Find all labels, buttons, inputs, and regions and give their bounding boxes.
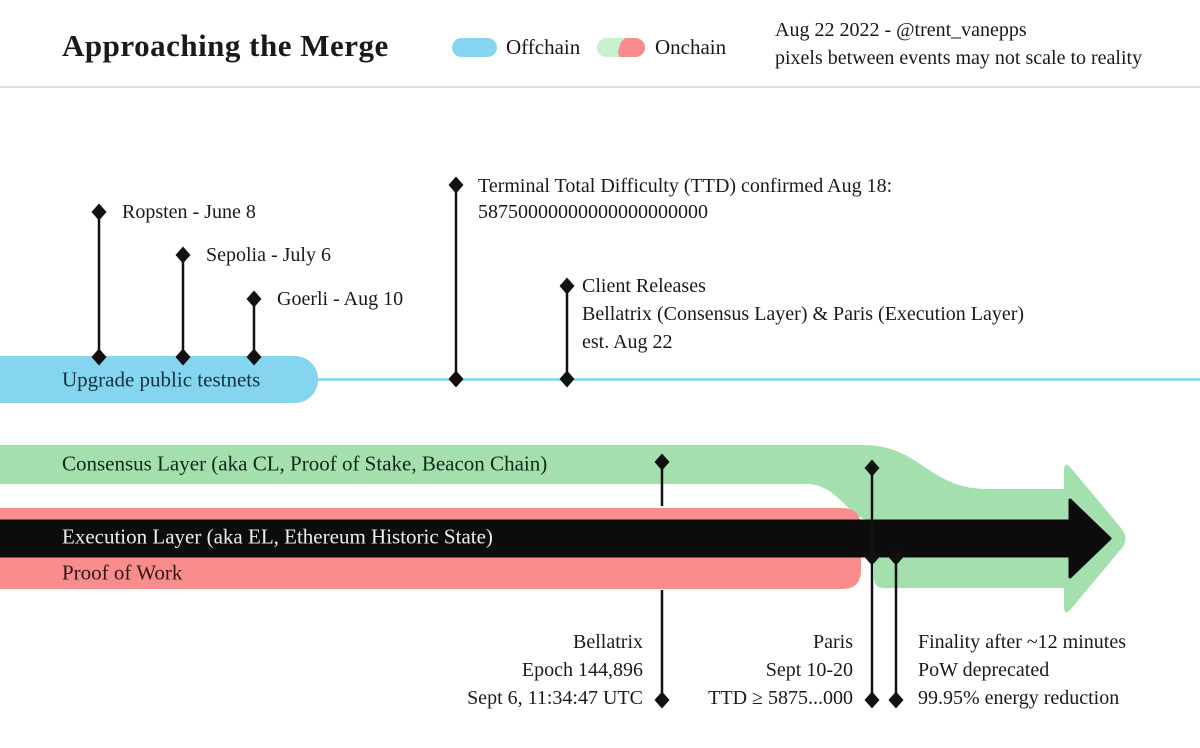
goerli-diamond-top — [246, 290, 262, 308]
milestone-diamonds — [91, 176, 904, 709]
execution-arrow — [0, 498, 1112, 579]
bellatrix-line-2: Epoch 144,896 — [521, 659, 643, 681]
header-divider — [0, 86, 1200, 88]
merge-results-line-2: PoW deprecated — [918, 659, 1050, 681]
client-releases-line-3: est. Aug 22 — [582, 331, 673, 353]
paris-diamond-top — [864, 459, 880, 477]
paris-line-2: Sept 10-20 — [765, 659, 853, 681]
consensus-ribbon — [0, 445, 1126, 613]
paris-line-3: TTD ≥ 5875...000 — [708, 687, 853, 709]
ropsten-diamond-bottom — [91, 348, 107, 366]
ttd-annotation-line-1: Terminal Total Difficulty (TTD) confirme… — [478, 175, 893, 197]
credit-line-2: pixels between events may not scale to r… — [775, 47, 1143, 69]
credit-note: Aug 22 2022 - @trent_vanepps pixels betw… — [775, 16, 1142, 72]
sepolia-diamond-top — [175, 246, 191, 264]
client-diamond-top — [559, 277, 575, 295]
paris-diamond-mid — [864, 548, 880, 566]
paris-line-1: Paris — [813, 631, 853, 653]
ropsten-annotation: Ropsten - June 8 — [122, 201, 256, 223]
ttd-diamond-top — [448, 176, 464, 194]
onchain-legend-swatch — [597, 38, 645, 57]
ropsten-diamond-top — [91, 203, 107, 221]
bellatrix-diamond-bottom — [654, 691, 670, 709]
goerli-diamond-bottom — [246, 348, 262, 366]
bellatrix-line-3: Sept 6, 11:34:47 UTC — [467, 687, 643, 709]
offchain-bar — [0, 356, 318, 403]
credit-line-1: Aug 22 2022 - @trent_vanepps — [775, 19, 1027, 41]
offchain-legend-label: Offchain — [506, 35, 581, 59]
finality-diamond-bottom — [888, 691, 904, 709]
client-releases-line-1: Client Releases — [582, 275, 706, 297]
merge-results-line-3: 99.95% energy reduction — [918, 687, 1120, 709]
paris-annotation: Paris Sept 10-20 TTD ≥ 5875...000 — [708, 628, 853, 712]
paris-diamond-bottom — [864, 691, 880, 709]
sepolia-annotation: Sepolia - July 6 — [206, 244, 331, 266]
bellatrix-annotation: Bellatrix Epoch 144,896 Sept 6, 11:34:47… — [467, 628, 643, 712]
pow-bar-label: Proof of Work — [62, 560, 183, 585]
bellatrix-diamond-top — [654, 453, 670, 471]
sepolia-diamond-bottom — [175, 348, 191, 366]
finality-diamond-top — [888, 548, 904, 566]
merge-results-annotation: Finality after ~12 minutes PoW deprecate… — [918, 628, 1126, 712]
execution-bar-label: Execution Layer (aka EL, Ethereum Histor… — [62, 524, 493, 549]
client-releases-annotation: Client Releases Bellatrix (Consensus Lay… — [582, 272, 1024, 356]
ttd-annotation-line-2: 58750000000000000000000 — [478, 201, 708, 223]
bellatrix-line-1: Bellatrix — [573, 631, 643, 653]
page-title: Approaching the Merge — [62, 28, 389, 63]
merge-results-line-1: Finality after ~12 minutes — [918, 631, 1127, 653]
ttd-diamond-bottom — [448, 370, 464, 388]
goerli-annotation: Goerli - Aug 10 — [277, 288, 404, 310]
offchain-bar-label: Upgrade public testnets — [62, 367, 261, 392]
offchain-legend-swatch — [452, 38, 497, 57]
onchain-legend-swatch-red-half — [616, 38, 645, 57]
consensus-bar-label: Consensus Layer (aka CL, Proof of Stake,… — [62, 451, 548, 476]
client-diamond-bottom — [559, 370, 575, 388]
ttd-annotation: Terminal Total Difficulty (TTD) confirme… — [478, 173, 892, 225]
client-releases-line-2: Bellatrix (Consensus Layer) & Paris (Exe… — [582, 303, 1025, 325]
onchain-legend-label: Onchain — [655, 35, 727, 59]
